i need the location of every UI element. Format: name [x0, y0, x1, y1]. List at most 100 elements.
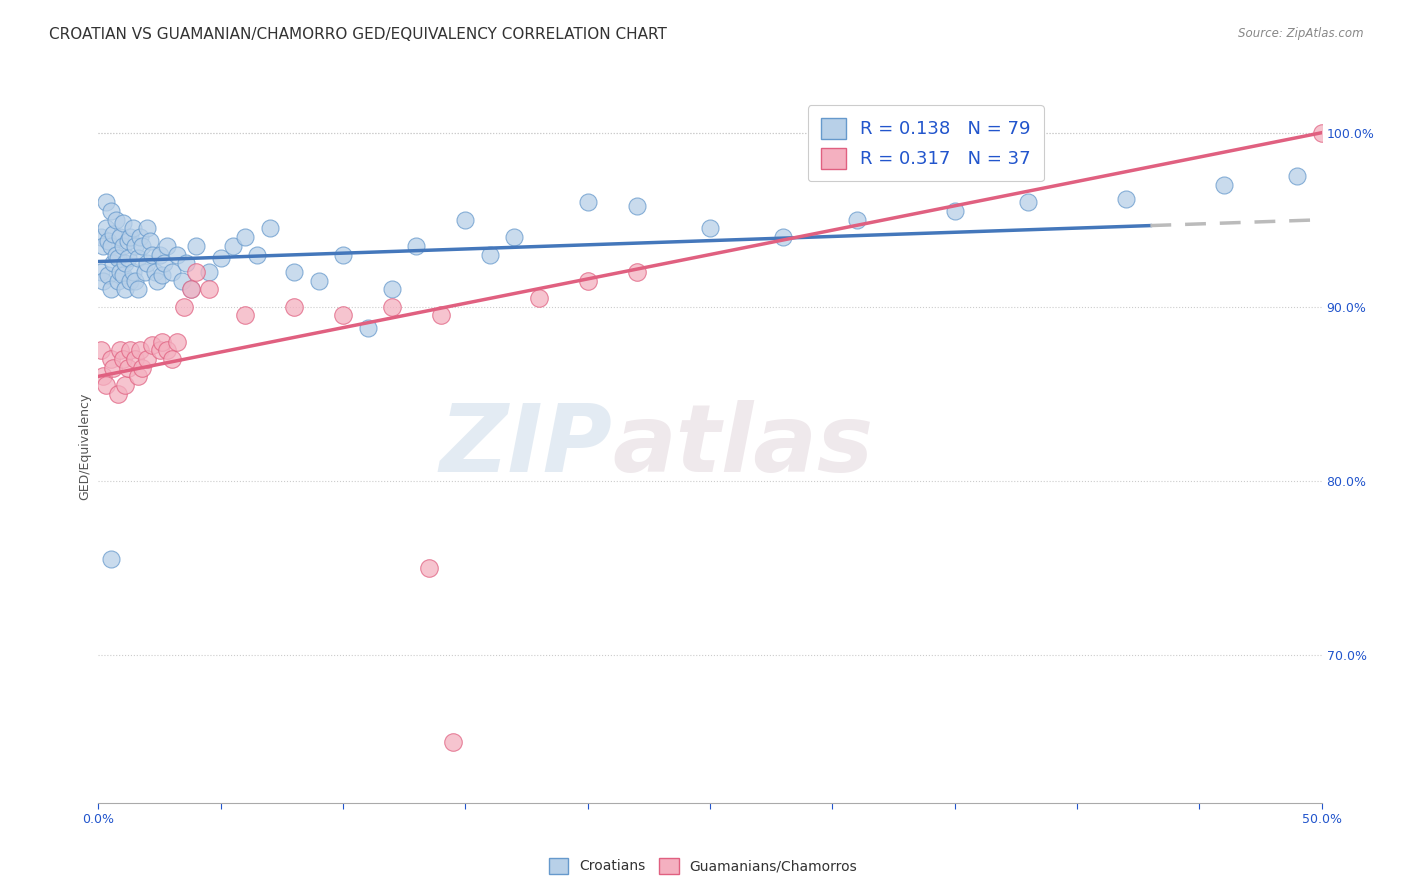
Point	[120, 343, 142, 358]
Point	[332, 309, 354, 323]
Point	[283, 300, 305, 314]
Point	[124, 351, 146, 366]
Point	[107, 251, 129, 265]
Point	[143, 265, 166, 279]
Point	[114, 282, 136, 296]
Point	[90, 265, 112, 279]
Text: ZIP: ZIP	[439, 400, 612, 492]
Point	[160, 265, 183, 279]
Text: atlas: atlas	[612, 400, 873, 492]
Point	[332, 247, 354, 261]
Point	[136, 256, 159, 270]
Point	[110, 343, 132, 358]
Point	[186, 239, 208, 253]
Point	[156, 239, 179, 253]
Legend: Croatians, Guamanians/Chamorros: Croatians, Guamanians/Chamorros	[541, 851, 865, 880]
Point	[405, 239, 427, 253]
Point	[141, 338, 163, 352]
Point	[91, 369, 114, 384]
Point	[197, 282, 219, 296]
Point	[1115, 192, 1137, 206]
Point	[114, 256, 136, 270]
Point	[121, 265, 143, 279]
Point	[149, 343, 172, 358]
Point	[197, 265, 219, 279]
Point	[129, 343, 152, 358]
Point	[626, 199, 648, 213]
Point	[120, 230, 142, 244]
Point	[117, 360, 139, 375]
Point	[107, 386, 129, 401]
Point	[1286, 169, 1309, 184]
Point	[124, 274, 146, 288]
Point	[94, 195, 117, 210]
Point	[503, 230, 526, 244]
Point	[149, 247, 172, 261]
Point	[127, 251, 149, 265]
Point	[186, 265, 208, 279]
Point	[180, 282, 202, 296]
Point	[101, 360, 124, 375]
Point	[134, 265, 156, 279]
Point	[124, 239, 146, 253]
Point	[117, 234, 139, 248]
Point	[110, 265, 132, 279]
Point	[166, 247, 188, 261]
Point	[356, 320, 378, 334]
Point	[91, 239, 114, 253]
Point	[114, 378, 136, 392]
Point	[283, 265, 305, 279]
Point	[772, 230, 794, 244]
Point	[176, 256, 198, 270]
Point	[110, 230, 132, 244]
Point	[94, 378, 117, 392]
Point	[381, 282, 404, 296]
Point	[150, 268, 173, 283]
Point	[527, 291, 550, 305]
Point	[131, 239, 153, 253]
Point	[97, 268, 120, 283]
Point	[127, 282, 149, 296]
Point	[418, 561, 440, 575]
Point	[246, 247, 269, 261]
Point	[104, 212, 127, 227]
Point	[1017, 195, 1039, 210]
Y-axis label: GED/Equivalency: GED/Equivalency	[79, 392, 91, 500]
Point	[129, 230, 152, 244]
Point	[121, 221, 143, 235]
Point	[100, 282, 122, 296]
Point	[107, 274, 129, 288]
Point	[104, 247, 127, 261]
Point	[441, 735, 464, 749]
Text: CROATIAN VS GUAMANIAN/CHAMORRO GED/EQUIVALENCY CORRELATION CHART: CROATIAN VS GUAMANIAN/CHAMORRO GED/EQUIV…	[49, 27, 666, 42]
Point	[131, 360, 153, 375]
Point	[136, 221, 159, 235]
Point	[94, 221, 117, 235]
Legend: R = 0.138   N = 79, R = 0.317   N = 37: R = 0.138 N = 79, R = 0.317 N = 37	[808, 105, 1043, 181]
Point	[160, 351, 183, 366]
Point	[101, 227, 124, 241]
Point	[170, 274, 193, 288]
Point	[120, 274, 142, 288]
Point	[100, 239, 122, 253]
Point	[100, 204, 122, 219]
Point	[430, 309, 453, 323]
Point	[943, 204, 966, 219]
Point	[259, 221, 281, 235]
Point	[136, 351, 159, 366]
Point	[1212, 178, 1234, 192]
Point	[97, 234, 120, 248]
Point	[180, 282, 202, 296]
Point	[117, 251, 139, 265]
Point	[222, 239, 245, 253]
Point	[91, 274, 114, 288]
Point	[454, 212, 477, 227]
Text: Source: ZipAtlas.com: Source: ZipAtlas.com	[1239, 27, 1364, 40]
Point	[111, 268, 134, 283]
Point	[100, 351, 122, 366]
Point	[233, 309, 256, 323]
Point	[626, 265, 648, 279]
Point	[127, 369, 149, 384]
Point	[156, 343, 179, 358]
Point	[100, 552, 122, 566]
